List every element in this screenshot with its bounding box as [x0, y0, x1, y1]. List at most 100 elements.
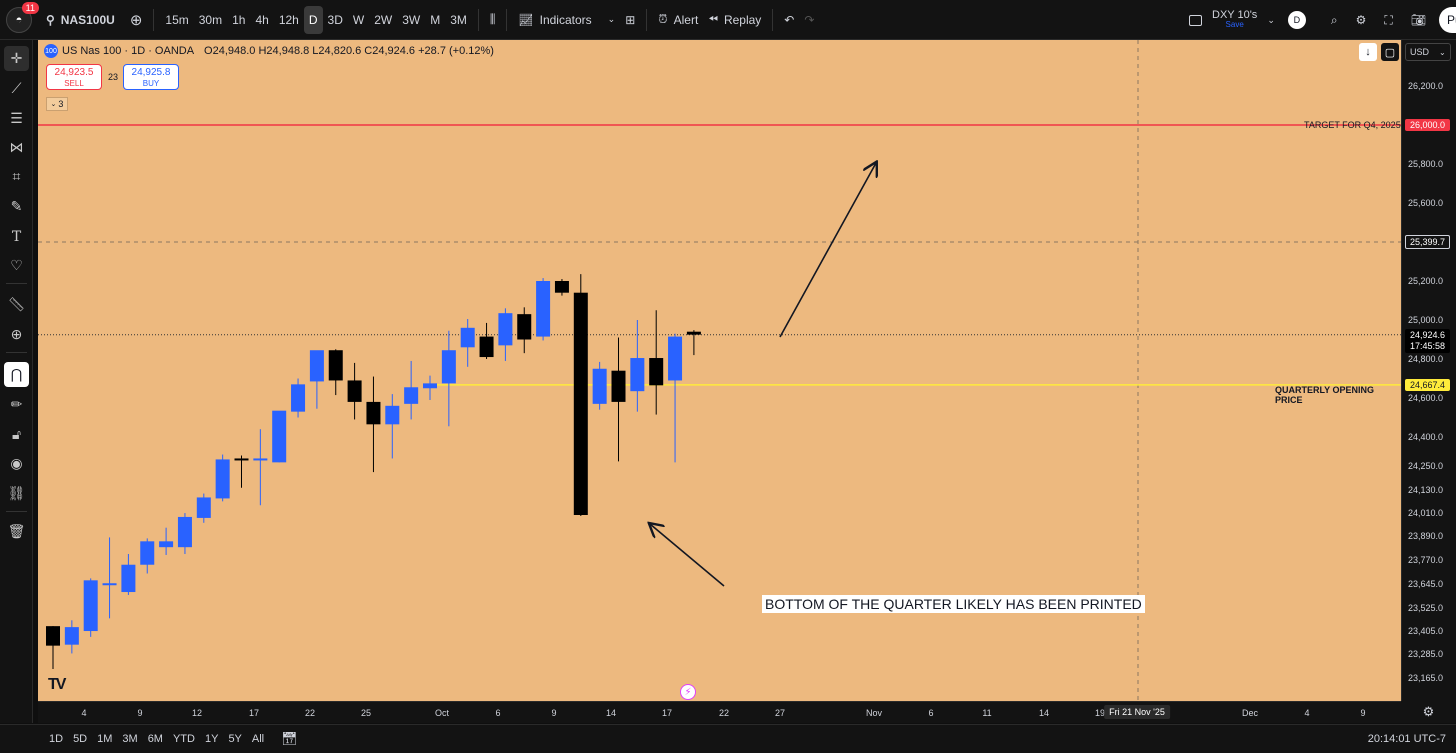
arrow-down [650, 524, 725, 587]
legend-title[interactable]: US Nas 100 · 1D · OANDA [62, 45, 195, 57]
timeframe-1h[interactable]: 1h [232, 12, 246, 27]
fib-tool[interactable]: ☰ [4, 106, 29, 131]
range-3M[interactable]: 3M [122, 733, 138, 745]
candle-body [291, 384, 306, 412]
range-YTD[interactable]: YTD [172, 733, 195, 745]
timeframe-3W[interactable]: 3W [402, 12, 421, 27]
timeframe-4h[interactable]: 4h [255, 12, 269, 27]
avatar[interactable]: D [1287, 11, 1306, 29]
remove-drawings-tool[interactable]: 🗑︎ [4, 519, 29, 544]
notification-badge: 11 [21, 1, 39, 14]
timeframe-15m[interactable]: 15m [165, 12, 189, 27]
event-marker-icon[interactable]: ⚡︎ [680, 684, 696, 700]
indicators-button[interactable]: 📈︎ Indicators ⌄ [513, 6, 620, 34]
candle-body [554, 281, 569, 293]
range-5Y[interactable]: 5Y [228, 733, 242, 745]
chart-legend: 100 US Nas 100 · 1D · OANDA O24,948.0 H2… [44, 44, 494, 58]
magnet-tool[interactable]: ⋂ [4, 362, 29, 387]
range-5D[interactable]: 5D [73, 733, 88, 745]
gear-icon: ⚙ [1355, 13, 1367, 27]
time-axis[interactable]: 4 9 12 17 22 25 Oct 6 9 14 17 22 27 Nov 6 11 14 19 Dec 4 9 F… [38, 701, 1401, 723]
replay-button[interactable]: ⏪︎ Replay [703, 6, 766, 34]
range-1M[interactable]: 1M [97, 733, 113, 745]
currency-select[interactable]: USD ⌄ [1405, 43, 1451, 61]
indicators-collapse-toggle[interactable]: ⌄ 3 [46, 97, 68, 111]
buy-button[interactable]: 24,925.8 BUY [123, 64, 179, 90]
chart-type-button[interactable]: ⫼ [485, 6, 501, 34]
arrow-down-icon: ↓ [1365, 46, 1371, 58]
avatar-letter: D [1293, 15, 1301, 25]
text-icon: T [11, 228, 22, 245]
trend-line-tool[interactable]: ⟋ [4, 76, 29, 101]
price-label: 23,285.0 [1408, 649, 1444, 660]
candle-body [460, 327, 475, 348]
settings-button[interactable]: ⚙ [1351, 6, 1372, 34]
timeframe-M[interactable]: M [430, 12, 441, 27]
fullscreen-button[interactable]: ⛶ [1379, 6, 1397, 34]
sell-button[interactable]: 24,923.5 SELL [46, 64, 102, 90]
divider [477, 8, 479, 31]
timeframe-D[interactable]: D [303, 5, 323, 34]
timeframe-30m[interactable]: 30m [198, 12, 223, 27]
hide-drawings-tool[interactable]: ◉ [4, 451, 29, 476]
symbol-search-button[interactable]: ⚲ NAS100U [46, 13, 115, 27]
alert-button[interactable]: ⏰︎ Alert [653, 6, 703, 34]
range-1D[interactable]: 1D [49, 733, 64, 745]
timeframe-3M[interactable]: 3M [450, 12, 467, 27]
timeframe-2W[interactable]: 2W [374, 12, 393, 27]
square-icon: ▢ [1384, 46, 1396, 59]
prediction-tool[interactable]: ⌗ [4, 164, 29, 189]
pattern-icon: ⋈ [9, 139, 24, 155]
redo-button[interactable]: ↷ [799, 6, 819, 34]
clock[interactable]: 20:14:01 UTC-7 [1367, 733, 1446, 745]
goto-date-button[interactable]: 📅︎ [281, 731, 298, 747]
rewind-icon: ⏪︎ [708, 12, 718, 26]
time-label: 9 [551, 708, 557, 718]
crosshair-icon: ✛ [10, 50, 23, 66]
text-annotation[interactable]: BOTTOM OF THE QUARTER LIKELY HAS BEEN PR… [762, 595, 1145, 613]
compare-symbol-button[interactable]: ⊕ [125, 6, 148, 34]
price-axis[interactable]: USD ⌄ 26,200.0 25,800.0 25,600.0 25,200.0 25… [1401, 40, 1456, 701]
chart-pane[interactable]: 100 US Nas 100 · 1D · OANDA O24,948.0 H2… [38, 40, 1401, 701]
candle-body [668, 336, 683, 381]
download-button[interactable]: ↓ [1359, 43, 1377, 61]
candle-body [611, 370, 626, 402]
timeframe-12h[interactable]: 12h [278, 12, 299, 27]
chart-settings-button[interactable]: ⚙ [1401, 701, 1456, 723]
sell-label: SELL [64, 79, 84, 88]
pattern-tool[interactable]: ⋈ [4, 135, 29, 160]
divider [506, 8, 508, 31]
brush-tool[interactable]: ✎ [4, 194, 29, 219]
icon-tool[interactable]: ♡ [4, 253, 29, 278]
timeframe-W[interactable]: W [352, 12, 365, 27]
layout-select-button[interactable]: DXY 10's Save ⌄ [1184, 6, 1280, 34]
price-label: 25,000.0 [1408, 315, 1444, 325]
range-6M[interactable]: 6M [147, 733, 163, 745]
templates-button[interactable]: ⊞ [620, 6, 640, 34]
top-toolbar: ◓ 11 ⚲ NAS100U ⊕ 15m 30m 1h 4h 12h D 3D W 2W 3W M 3… [0, 0, 1456, 40]
price-label: 23,525.0 [1408, 602, 1444, 613]
maximize-button[interactable]: ▢ [1381, 43, 1399, 61]
magnet-icon: ⋂ [10, 366, 23, 382]
qop-price-tag: 24,667.4 [1405, 378, 1450, 391]
measure-tool[interactable]: 📏︎ [4, 292, 29, 317]
time-label: 6 [495, 708, 501, 718]
user-menu-button[interactable]: ◓ 11 [6, 1, 39, 33]
quick-search-button[interactable]: ⌕ [1326, 6, 1343, 34]
text-tool[interactable]: T [4, 224, 29, 249]
publish-button[interactable]: Pu [1439, 7, 1456, 33]
zoom-tool[interactable]: ⊕ [4, 322, 29, 347]
candle-body [404, 387, 419, 404]
stay-in-drawing-tool[interactable]: ✏︎ [4, 392, 29, 417]
lock-drawings-tool[interactable]: 🔓︎ [4, 422, 29, 447]
layout-name: DXY 10's [1212, 9, 1258, 21]
range-1Y[interactable]: 1Y [204, 733, 219, 745]
snapshot-button[interactable]: 📷︎ [1406, 6, 1431, 34]
price-label: 24,250.0 [1408, 461, 1444, 472]
range-All[interactable]: All [251, 733, 265, 745]
timeframe-3D[interactable]: 3D [327, 12, 343, 27]
undo-button[interactable]: ↶ [779, 6, 799, 34]
sync-drawings-tool[interactable]: ⛓︎ [4, 481, 29, 506]
crosshair-tool[interactable]: ✛ [4, 46, 29, 71]
chart-canvas[interactable] [38, 40, 1401, 701]
